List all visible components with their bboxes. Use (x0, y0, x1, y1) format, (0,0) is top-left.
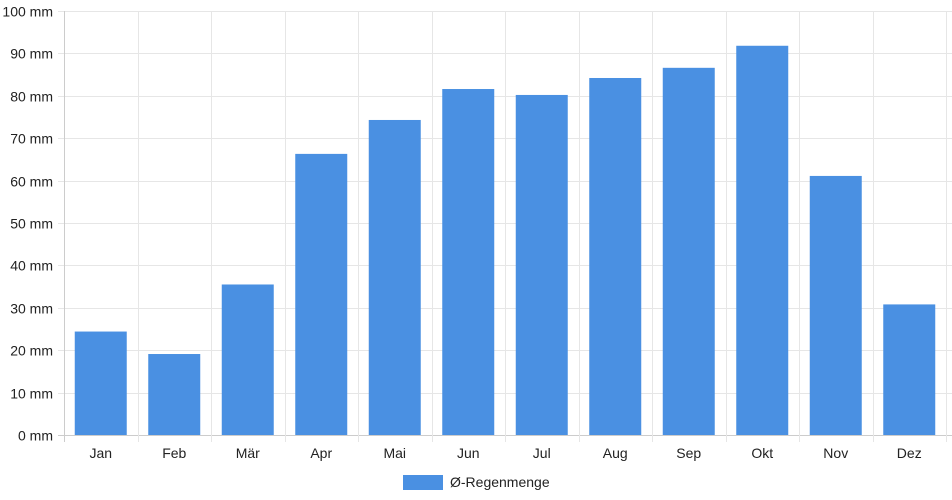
x-tick-label: Aug (603, 445, 628, 461)
bar-okt (736, 45, 789, 435)
legend-label: Ø-Regenmenge (450, 474, 550, 490)
x-tick-label: Jun (457, 445, 480, 461)
bar-mai (368, 119, 421, 435)
x-tick-label: Jul (533, 445, 551, 461)
y-tick-label: 30 mm (10, 301, 53, 317)
x-tick-label: Jan (89, 445, 112, 461)
x-tick-label: Okt (751, 445, 773, 461)
y-tick-label: 70 mm (10, 131, 53, 147)
axes: 0 mm 10 mm 20 mm 30 mm 40 mm 50 mm 60 mm 70 mm 8… (2, 4, 921, 462)
y-tick-label: 10 mm (10, 386, 53, 402)
legend-swatch (403, 475, 443, 490)
legend: Ø-Regenmenge (403, 474, 550, 490)
y-tick-label: 50 mm (10, 216, 53, 232)
bar-mär (221, 284, 274, 435)
bar-series (74, 45, 936, 436)
x-tick-label: Apr (310, 445, 332, 461)
y-tick-label: 80 mm (10, 89, 53, 105)
bar-jul (515, 94, 568, 436)
x-tick-label: Feb (162, 445, 186, 461)
bar-jan (74, 331, 127, 435)
bar-aug (589, 77, 642, 435)
y-tick-label: 90 mm (10, 46, 53, 62)
y-tick-label: 60 mm (10, 174, 53, 190)
bar-jun (442, 89, 495, 436)
x-tick-label: Mär (236, 445, 260, 461)
bar-apr (295, 153, 348, 435)
bar-nov (809, 175, 862, 435)
x-tick-label: Sep (676, 445, 701, 461)
grid-lines (58, 11, 952, 442)
bar-feb (148, 354, 201, 435)
bar-dez (883, 304, 936, 435)
x-tick-label: Mai (383, 445, 406, 461)
x-tick-label: Dez (897, 445, 922, 461)
y-tick-label: 20 mm (10, 343, 53, 359)
bar-sep (662, 67, 715, 435)
y-tick-label: 100 mm (2, 4, 53, 20)
y-tick-label: 40 mm (10, 258, 53, 274)
x-tick-label: Nov (823, 445, 848, 461)
y-tick-label: 0 mm (18, 428, 53, 444)
